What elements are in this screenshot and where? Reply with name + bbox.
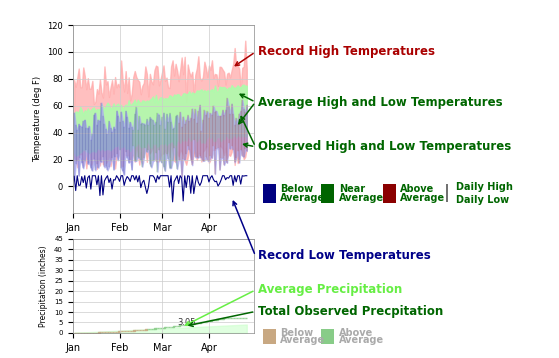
- Text: |: |: [444, 184, 450, 202]
- Text: Total Observed Precpitation: Total Observed Precpitation: [258, 305, 443, 318]
- Text: Average Precipitation: Average Precipitation: [258, 284, 402, 296]
- Text: Daily Low: Daily Low: [456, 195, 509, 205]
- Text: Daily High: Daily High: [456, 182, 513, 192]
- Text: 3.05: 3.05: [177, 318, 196, 326]
- Text: Above: Above: [339, 328, 373, 338]
- Y-axis label: Temperature (deg F): Temperature (deg F): [32, 76, 41, 162]
- Text: Average: Average: [339, 335, 384, 345]
- Text: Average: Average: [280, 335, 325, 345]
- Text: Average: Average: [280, 193, 325, 203]
- Text: Average: Average: [339, 193, 384, 203]
- Y-axis label: Precipitation (inches): Precipitation (inches): [39, 245, 49, 327]
- Text: Average High and Low Temperatures: Average High and Low Temperatures: [258, 96, 503, 108]
- Text: Record Low Temperatures: Record Low Temperatures: [258, 250, 431, 262]
- Text: Below: Below: [280, 184, 313, 194]
- Text: Average: Average: [400, 193, 446, 203]
- Text: Above: Above: [400, 184, 434, 194]
- Text: Near: Near: [339, 184, 365, 194]
- Text: Record High Temperatures: Record High Temperatures: [258, 45, 435, 58]
- Text: Observed High and Low Temperatures: Observed High and Low Temperatures: [258, 140, 511, 153]
- Text: Below: Below: [280, 328, 313, 338]
